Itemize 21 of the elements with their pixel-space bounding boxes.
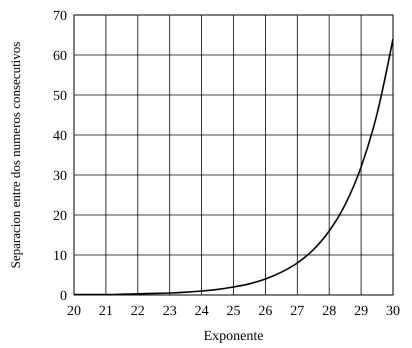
x-tick-label: 26 (258, 304, 272, 319)
y-tick-label: 0 (60, 289, 67, 304)
x-tick-label: 20 (67, 304, 81, 319)
x-axis-title: Exponente (204, 329, 264, 344)
x-tick-label: 23 (162, 304, 177, 319)
x-tick-label: 22 (130, 304, 145, 319)
x-tick-label: 29 (354, 304, 368, 319)
x-tick-label: 21 (98, 304, 113, 319)
y-tick-label: 70 (53, 9, 67, 24)
y-tick-label: 50 (53, 89, 67, 104)
x-tick-label: 28 (322, 304, 336, 319)
x-tick-label: 27 (290, 304, 304, 319)
y-tick-label: 30 (53, 169, 67, 184)
x-tick-label: 24 (194, 304, 209, 319)
y-axis-title: Separacion entre dos numeros consecutivos (8, 42, 23, 268)
y-tick-label: 20 (53, 209, 67, 224)
y-tick-label: 60 (53, 49, 67, 64)
x-tick-label: 25 (226, 304, 240, 319)
x-tick-label: 30 (386, 304, 400, 319)
y-tick-label: 40 (53, 129, 67, 144)
y-tick-label: 10 (53, 249, 67, 264)
